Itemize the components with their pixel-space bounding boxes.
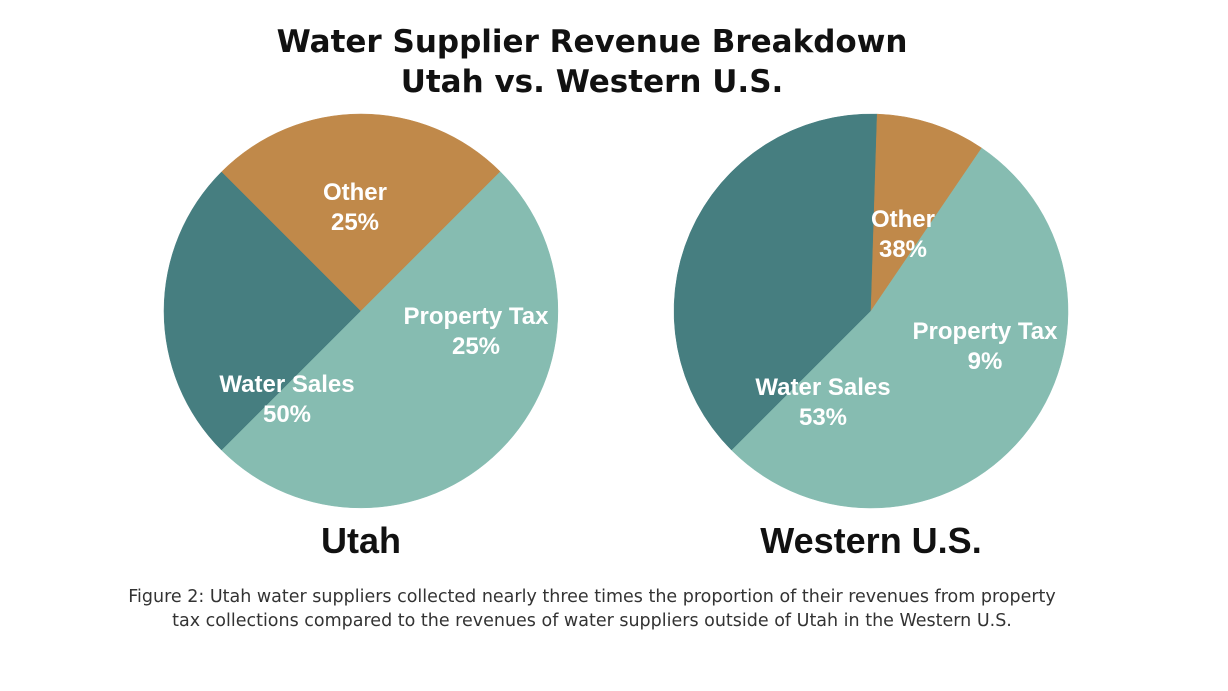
chart-title: Water Supplier Revenue Breakdown Utah vs… xyxy=(0,22,1184,102)
pie-utah: Other 25% Property Tax 25% Water Sales 50% Uta… xyxy=(163,113,559,561)
chart-title-line-1: Water Supplier Revenue Breakdown xyxy=(276,24,908,60)
slice-percent-utah-other: 25% xyxy=(331,209,379,236)
slice-label-western-u-s-property-tax: Property Tax 9% xyxy=(913,318,1059,375)
pie-western-u-s: Other 38% Property Tax 9% Water Sales 53% West… xyxy=(673,113,1069,561)
slice-label-utah-property-tax: Property Tax 25% xyxy=(404,303,550,360)
pie-slice-western-u-s-water-sales xyxy=(731,147,1069,509)
figure-caption-line-1: Figure 2: Utah water suppliers collected… xyxy=(128,587,1056,607)
pie-title-western-u-s: Western U.S. xyxy=(760,520,981,561)
slice-name-western-u-s-property-tax: Property Tax xyxy=(913,318,1059,345)
slice-name-western-u-s-water-sales: Water Sales xyxy=(755,374,890,401)
slice-percent-utah-property-tax: 25% xyxy=(452,333,500,360)
slice-label-western-u-s-water-sales: Water Sales 53% xyxy=(755,374,890,431)
slice-percent-western-u-s-water-sales: 53% xyxy=(799,404,847,431)
slice-name-utah-water-sales: Water Sales xyxy=(219,371,354,398)
slice-percent-western-u-s-property-tax: 9% xyxy=(968,348,1003,375)
slice-label-western-u-s-other: Other 38% xyxy=(871,206,935,263)
pie-slice-utah-property-tax xyxy=(221,113,501,312)
slice-name-utah-other: Other xyxy=(323,179,387,206)
pie-slice-western-u-s-other xyxy=(673,113,878,451)
pie-slice-utah-water-sales xyxy=(221,171,559,509)
slice-label-utah-water-sales: Water Sales 50% xyxy=(219,371,354,428)
slice-label-utah-other: Other 25% xyxy=(323,179,387,236)
slice-name-utah-property-tax: Property Tax xyxy=(404,303,550,330)
pie-slice-utah-other xyxy=(163,171,362,451)
chart-title-line-2: Utah vs. Western U.S. xyxy=(400,64,784,100)
slice-percent-western-u-s-other: 38% xyxy=(879,236,927,263)
slice-percent-utah-water-sales: 50% xyxy=(263,401,311,428)
pie-slice-western-u-s-property-tax xyxy=(870,113,983,312)
slice-name-western-u-s-other: Other xyxy=(871,206,935,233)
figure-caption-line-2: tax collections compared to the revenues… xyxy=(172,611,1012,631)
pie-title-utah: Utah xyxy=(321,520,401,561)
figure-caption: Figure 2: Utah water suppliers collected… xyxy=(60,585,1124,633)
